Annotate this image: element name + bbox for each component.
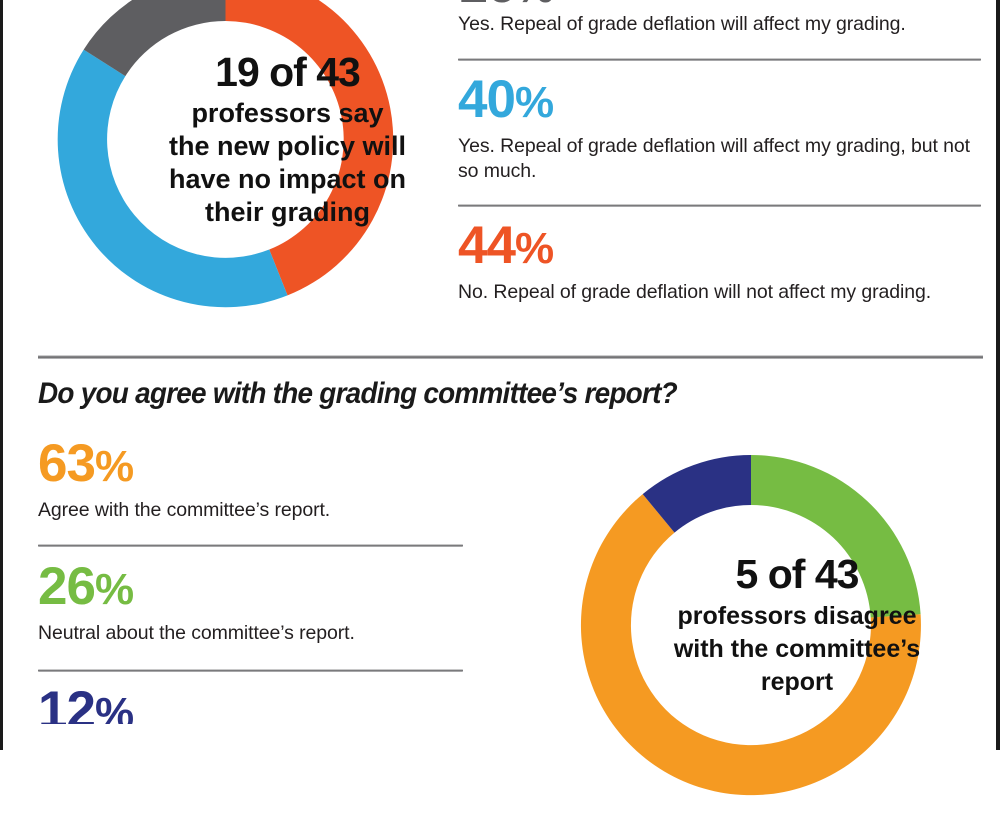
question2-donut-chart: 5 of 43 professors disagree with the com… [551,425,951,825]
stat-percent-sign-q1-1: % [515,0,554,12]
stat-value-q1-2: 40% [458,73,981,130]
section-divider [38,355,983,359]
question1-stat-list: 16% Yes. Repeal of grade deflation will … [458,0,981,305]
stat-description-q1-1: Yes. Repeal of grade deflation will affe… [458,13,906,35]
stat-value-q2-3: 12% [38,684,463,724]
infographic-page: 19 of 43 professors say the new policy w… [0,0,1000,796]
stat-number-q2-1: 63 [38,434,96,493]
stat-row-q1-1: 16% Yes. Repeal of grade deflation will … [458,0,981,37]
stat-percent-sign-q2-3: % [94,689,134,724]
donut-segment-neutral [751,455,921,618]
stat-percent-sign-q1-3: % [514,224,554,273]
stat-percent-sign-q1-2: % [514,78,554,127]
question1-donut-chart: 19 of 43 professors say the new policy w… [28,0,423,337]
stat-value-q1-1: 16% [458,0,554,15]
stat-number-q1-1: 16 [458,0,516,14]
stat-description-q1-2: Yes. Repeal of grade deflation will affe… [458,135,970,182]
donut-segment-no-impact [225,0,394,296]
stat-value-q2-2: 26% [38,560,463,617]
donut-segment-agree [580,494,921,796]
stat-row-q2-1: 63% Agree with the committee’s report. [38,437,463,523]
stat-description-q1-3: No. Repeal of grade deflation will not a… [458,281,932,303]
stat-row-q2-2: 26% Neutral about the committee’s report… [38,560,463,646]
donut-segment-yes-impact [83,0,226,77]
stat-percent-sign-q2-2: % [94,565,134,614]
stat-divider-q2-2 [38,669,463,672]
donut-segment-disagree [642,455,751,533]
stat-description-q2-2: Neutral about the committee’s report. [38,622,355,644]
donut-svg-q1 [57,0,394,308]
donut-svg-q2 [580,455,921,796]
donut-segment-some-impact [57,49,288,308]
stat-divider-q2-1 [38,544,463,547]
stat-divider-q1-2 [458,204,981,207]
stat-value-q1-3: 44% [458,219,981,276]
stat-number-q2-2: 26 [38,557,96,616]
stat-description-q2-1: Agree with the committee’s report. [38,499,331,521]
stat-row-q1-2: 40% Yes. Repeal of grade deflation will … [458,73,981,184]
stat-percent-sign-q2-1: % [94,442,134,491]
stat-number-q2-3: 12 [38,684,96,724]
question2-heading: Do you agree with the grading committee’… [38,377,678,410]
question2-stat-list: 63% Agree with the committee’s report. 2… [38,437,463,724]
stat-row-q2-3: 12% [38,684,463,724]
stat-number-q1-3: 44 [458,216,516,275]
stat-number-q1-2: 40 [458,70,516,129]
stat-divider-q1-1 [458,58,981,61]
stat-value-q2-1: 63% [38,437,463,494]
stat-row-q1-3: 44% No. Repeal of grade deflation will n… [458,219,981,305]
